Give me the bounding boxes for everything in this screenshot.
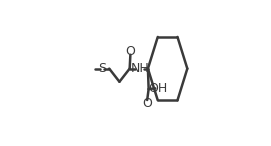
Text: NH: NH	[131, 62, 149, 75]
Text: S: S	[98, 62, 106, 75]
Text: OH: OH	[149, 82, 168, 95]
Text: O: O	[125, 45, 135, 58]
Text: O: O	[142, 97, 152, 110]
